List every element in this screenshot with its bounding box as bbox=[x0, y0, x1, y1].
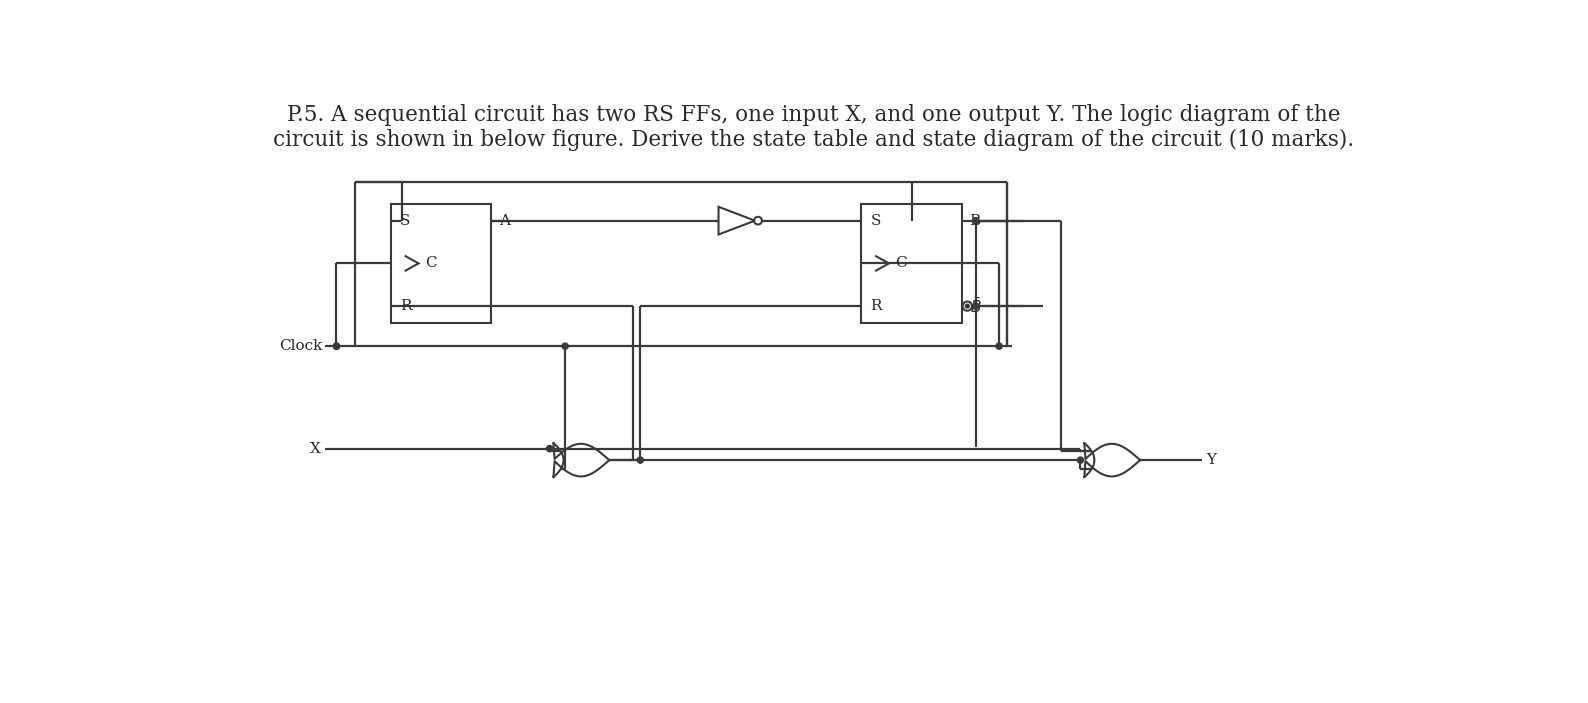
Text: S: S bbox=[870, 214, 881, 228]
Text: Y: Y bbox=[1205, 453, 1216, 467]
Text: C: C bbox=[896, 257, 907, 271]
Text: X: X bbox=[310, 441, 321, 456]
Circle shape bbox=[973, 303, 978, 309]
Text: Clock: Clock bbox=[279, 339, 322, 353]
Circle shape bbox=[966, 304, 969, 308]
Circle shape bbox=[637, 457, 643, 463]
Text: A: A bbox=[499, 214, 510, 228]
Circle shape bbox=[333, 343, 340, 349]
Text: circuit is shown in below figure. Derive the state table and state diagram of th: circuit is shown in below figure. Derive… bbox=[273, 129, 1355, 151]
Circle shape bbox=[962, 302, 972, 311]
Circle shape bbox=[996, 343, 1002, 349]
Text: $\bar{B}$: $\bar{B}$ bbox=[970, 297, 981, 316]
Circle shape bbox=[1077, 457, 1083, 463]
Circle shape bbox=[973, 217, 978, 224]
Text: S: S bbox=[400, 214, 410, 228]
Bar bbox=[391, 204, 491, 323]
Text: R: R bbox=[400, 299, 411, 313]
Text: P.5. A sequential circuit has two RS FFs, one input X, and one output Y. The log: P.5. A sequential circuit has two RS FFs… bbox=[287, 103, 1340, 126]
Circle shape bbox=[333, 343, 340, 349]
Circle shape bbox=[754, 217, 762, 224]
Circle shape bbox=[546, 446, 553, 451]
Text: B: B bbox=[970, 214, 981, 228]
Circle shape bbox=[562, 343, 569, 349]
Text: R: R bbox=[870, 299, 881, 313]
Text: C: C bbox=[426, 257, 437, 271]
Bar bbox=[861, 204, 962, 323]
